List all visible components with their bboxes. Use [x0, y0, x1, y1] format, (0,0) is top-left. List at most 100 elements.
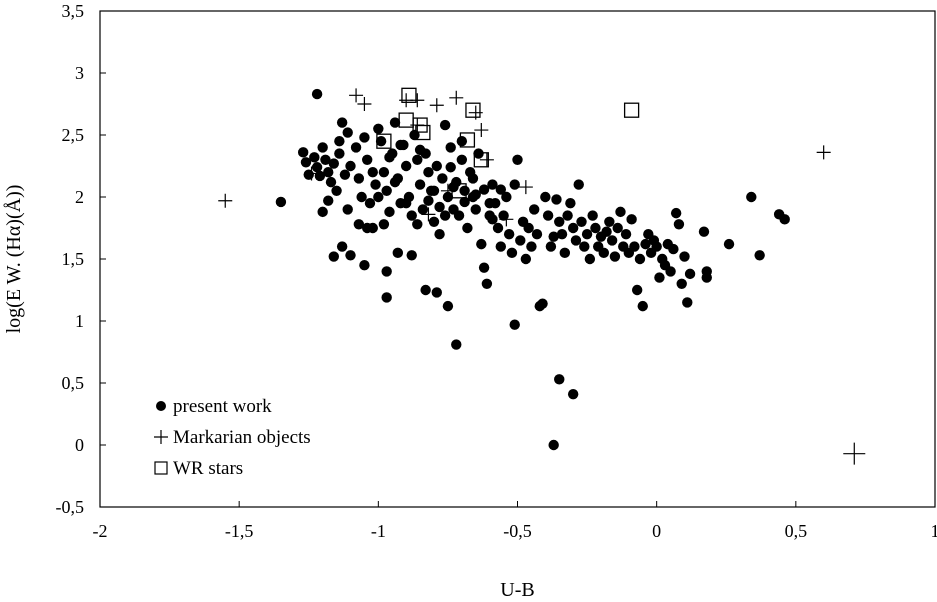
point-present-work: [311, 88, 323, 100]
point-present-work: [356, 191, 367, 203]
point-present-work: [353, 219, 365, 230]
point-present-work: [467, 173, 479, 184]
point-present-work: [451, 339, 462, 350]
y-tick-label: 0: [75, 435, 84, 455]
point-present-work: [320, 154, 331, 165]
point-present-work: [545, 241, 557, 252]
point-present-work: [381, 185, 392, 196]
point-present-work: [300, 157, 312, 168]
point-present-work: [576, 216, 587, 227]
point-present-work: [417, 204, 429, 215]
point-present-work: [487, 214, 498, 225]
point-present-work: [473, 148, 484, 159]
point-present-work: [456, 136, 468, 147]
point-present-work: [567, 388, 579, 400]
y-tick-label: 0,5: [62, 373, 85, 393]
point-present-work: [515, 235, 526, 246]
point-present-work: [520, 253, 532, 265]
point-wr-star: [465, 102, 481, 118]
point-present-work: [384, 152, 395, 163]
point-present-work: [420, 284, 431, 296]
point-present-work: [746, 191, 757, 203]
point-present-work: [570, 235, 582, 246]
point-present-work: [364, 198, 376, 209]
point-markarian-object: [304, 166, 319, 181]
point-present-work: [434, 229, 445, 240]
point-present-work: [506, 247, 518, 258]
point-wr-star: [451, 183, 467, 199]
point-present-work: [437, 173, 448, 184]
point-wr-star: [473, 152, 489, 168]
point-present-work: [311, 162, 323, 173]
point-present-work: [503, 229, 515, 240]
point-present-work: [526, 241, 537, 252]
point-markarian-object: [518, 180, 533, 195]
point-present-work: [406, 250, 417, 261]
point-present-work: [373, 191, 384, 203]
data-marks: [218, 87, 866, 465]
point-present-work: [412, 154, 423, 165]
point-markarian-object: [449, 90, 464, 105]
point-present-work: [317, 142, 328, 153]
point-markarian-object: [474, 123, 489, 138]
y-tick-label: 2: [75, 187, 84, 207]
point-present-work: [409, 129, 420, 141]
point-present-work: [484, 198, 495, 209]
point-present-work: [309, 152, 320, 163]
point-present-work: [389, 176, 401, 188]
point-present-work: [275, 196, 287, 208]
point-present-work: [615, 206, 626, 218]
y-tick-label: 1: [75, 311, 84, 331]
legend-label-present-work: present work: [173, 396, 272, 417]
point-present-work: [551, 194, 562, 205]
point-present-work: [676, 278, 687, 289]
point-present-work: [317, 206, 328, 218]
point-present-work: [328, 158, 339, 169]
legend-label-wr-stars: WR stars: [173, 458, 243, 479]
point-markarian-object: [429, 98, 444, 113]
point-present-work: [529, 204, 540, 215]
point-markarian-object: [499, 212, 514, 227]
point-markarian-object: [349, 88, 364, 103]
point-present-work: [637, 300, 648, 312]
point-present-work: [562, 210, 573, 221]
point-present-work: [367, 167, 378, 178]
point-present-work: [323, 167, 334, 178]
point-present-work: [631, 284, 643, 296]
point-present-work: [462, 222, 473, 234]
point-present-work: [439, 119, 451, 131]
point-present-work: [478, 262, 490, 273]
point-present-work: [620, 229, 632, 240]
point-present-work: [336, 117, 348, 128]
y-tick-label: 1,5: [62, 249, 85, 269]
point-present-work: [470, 189, 481, 200]
legend-marker-markarian-objects: [154, 430, 168, 444]
x-tick-label: -2: [93, 521, 108, 541]
point-present-work: [384, 206, 395, 218]
point-present-work: [679, 251, 690, 262]
point-present-work: [448, 181, 459, 193]
point-present-work: [573, 179, 584, 190]
point-present-work: [389, 117, 401, 128]
point-present-work: [540, 191, 551, 203]
x-tick-label: 0: [652, 521, 661, 541]
point-present-work: [445, 162, 456, 173]
point-present-work: [754, 250, 765, 261]
point-present-work: [665, 266, 676, 277]
y-axis-ticks: -0,5 0 0,5 1 1,5 2 2,5 3 3,5: [56, 1, 106, 517]
point-present-work: [523, 222, 534, 234]
point-present-work: [509, 179, 520, 190]
point-markarian-object: [218, 193, 233, 208]
point-present-work: [431, 287, 442, 298]
point-present-work: [587, 210, 598, 221]
y-tick-label: 3,5: [62, 1, 85, 21]
point-present-work: [495, 184, 506, 195]
point-present-work: [342, 127, 353, 138]
point-present-work: [556, 229, 568, 240]
point-present-work: [392, 247, 404, 258]
point-present-work: [428, 216, 440, 227]
point-present-work: [626, 214, 637, 225]
point-present-work: [682, 297, 693, 308]
y-tick-label: 2,5: [62, 125, 85, 145]
point-present-work: [501, 191, 512, 203]
